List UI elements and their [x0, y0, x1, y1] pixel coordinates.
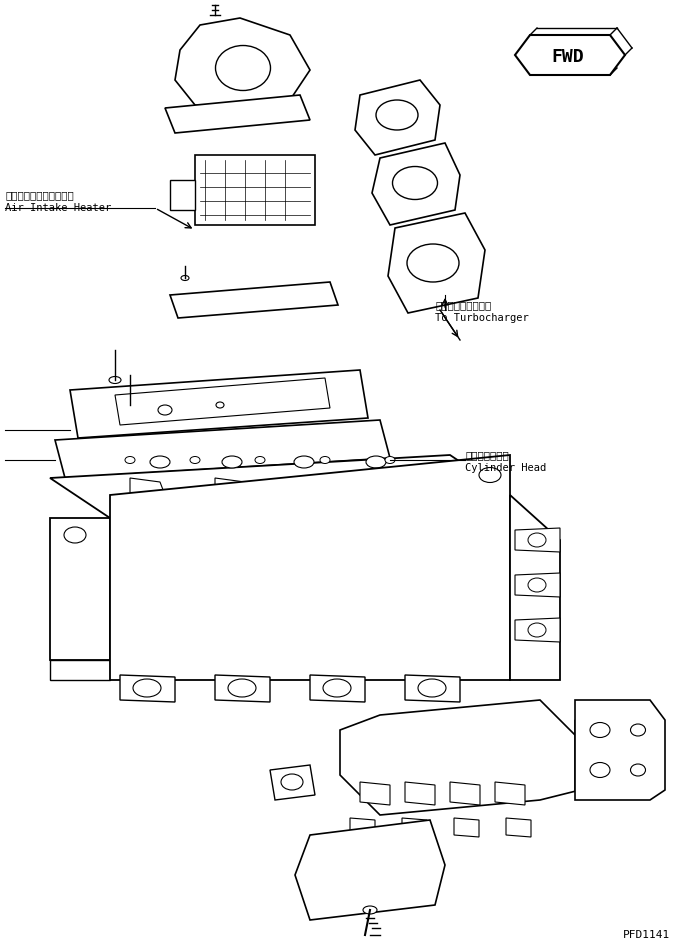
Ellipse shape: [255, 457, 265, 464]
Polygon shape: [450, 782, 480, 805]
Polygon shape: [355, 80, 440, 155]
Ellipse shape: [590, 762, 610, 777]
Text: シリンダヘッド: シリンダヘッド: [465, 450, 509, 460]
Ellipse shape: [125, 457, 135, 464]
Ellipse shape: [150, 456, 170, 468]
Ellipse shape: [190, 457, 200, 464]
Polygon shape: [575, 720, 630, 795]
Polygon shape: [70, 370, 368, 438]
Ellipse shape: [630, 764, 645, 776]
Ellipse shape: [158, 405, 172, 415]
Polygon shape: [515, 528, 560, 552]
Ellipse shape: [109, 376, 121, 384]
Polygon shape: [340, 700, 580, 815]
Polygon shape: [300, 478, 335, 508]
Polygon shape: [295, 820, 445, 920]
Polygon shape: [310, 675, 365, 702]
Bar: [195, 155, 315, 225]
Text: FWD: FWD: [551, 48, 584, 66]
Ellipse shape: [228, 679, 256, 697]
Text: Air Intake Heater: Air Intake Heater: [5, 203, 112, 213]
Polygon shape: [120, 675, 175, 702]
Polygon shape: [110, 455, 510, 680]
Polygon shape: [402, 818, 427, 837]
Polygon shape: [50, 660, 110, 680]
Ellipse shape: [385, 457, 395, 464]
Ellipse shape: [590, 722, 610, 738]
Text: Cylinder Head: Cylinder Head: [465, 463, 546, 473]
Polygon shape: [360, 782, 390, 805]
Polygon shape: [170, 282, 338, 318]
Polygon shape: [510, 495, 560, 680]
Ellipse shape: [216, 46, 271, 90]
Ellipse shape: [418, 679, 446, 697]
Ellipse shape: [323, 679, 351, 697]
Ellipse shape: [479, 467, 501, 483]
Polygon shape: [50, 455, 510, 518]
Ellipse shape: [294, 456, 314, 468]
Polygon shape: [130, 478, 165, 508]
Ellipse shape: [630, 724, 645, 736]
Polygon shape: [165, 95, 310, 133]
Bar: [170, 180, 195, 210]
Ellipse shape: [392, 167, 437, 199]
Ellipse shape: [281, 774, 303, 790]
Polygon shape: [55, 420, 390, 478]
Ellipse shape: [528, 578, 546, 592]
Ellipse shape: [528, 623, 546, 637]
Polygon shape: [405, 675, 460, 702]
Polygon shape: [454, 818, 479, 837]
Polygon shape: [350, 818, 375, 837]
Polygon shape: [215, 478, 250, 508]
Ellipse shape: [366, 456, 386, 468]
Ellipse shape: [363, 906, 377, 914]
Polygon shape: [515, 573, 560, 597]
Ellipse shape: [181, 276, 189, 281]
Polygon shape: [506, 818, 531, 837]
Text: エアーインテークヒータ: エアーインテークヒータ: [5, 190, 73, 200]
Polygon shape: [270, 765, 315, 800]
Polygon shape: [385, 478, 420, 508]
Polygon shape: [372, 143, 460, 225]
Ellipse shape: [528, 533, 546, 547]
Polygon shape: [388, 213, 485, 313]
Text: PFD1141: PFD1141: [623, 930, 670, 940]
Ellipse shape: [583, 744, 613, 770]
Ellipse shape: [64, 527, 86, 543]
Ellipse shape: [376, 100, 418, 130]
Polygon shape: [50, 518, 110, 660]
Text: To Turbocharger: To Turbocharger: [435, 313, 529, 323]
Text: ターボチャージャヘ: ターボチャージャヘ: [435, 300, 491, 310]
Ellipse shape: [222, 456, 242, 468]
Polygon shape: [515, 35, 625, 75]
Polygon shape: [215, 675, 270, 702]
Ellipse shape: [407, 244, 459, 282]
Polygon shape: [495, 782, 525, 805]
Ellipse shape: [124, 402, 136, 409]
Polygon shape: [575, 700, 665, 800]
Ellipse shape: [216, 402, 224, 408]
Polygon shape: [515, 618, 560, 642]
Ellipse shape: [320, 457, 330, 464]
Polygon shape: [115, 378, 330, 425]
Ellipse shape: [133, 679, 161, 697]
Polygon shape: [175, 18, 310, 115]
Polygon shape: [405, 782, 435, 805]
